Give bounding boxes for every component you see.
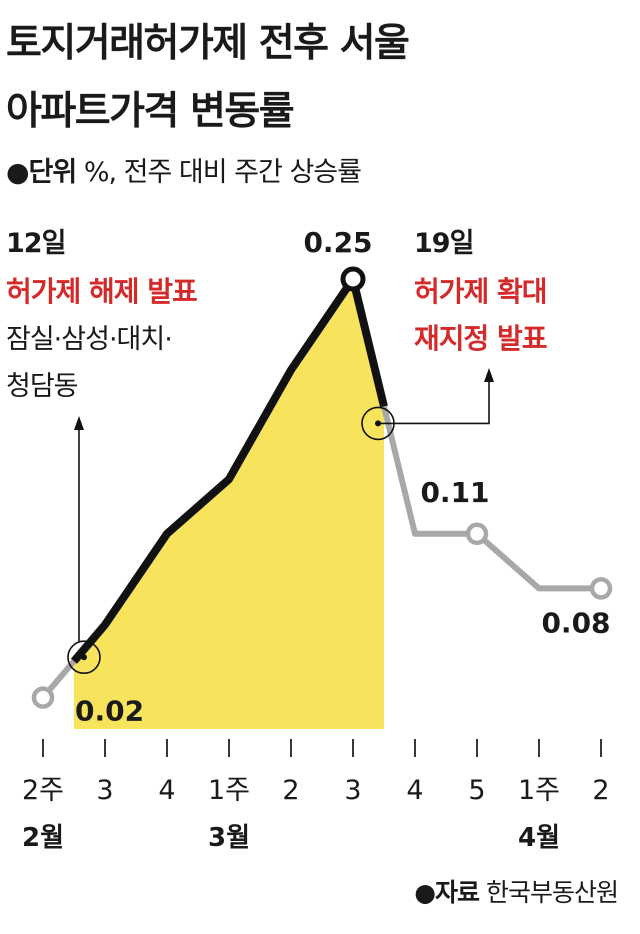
source-note: ●자료 한국부동산원 xyxy=(414,873,619,909)
x-tick-label: 2 xyxy=(282,775,299,806)
unit-text: %, 전주 대비 주간 상승률 xyxy=(76,157,362,188)
source-label: ●자료 xyxy=(414,878,480,907)
data-point-markers xyxy=(31,266,613,709)
x-tick-label: 3 xyxy=(344,775,361,806)
x-axis-ticks xyxy=(42,739,602,757)
month-label: 4월 xyxy=(518,823,560,853)
data-point-marker xyxy=(31,686,55,709)
x-tick-label: 3 xyxy=(96,775,113,806)
x-tick-label: 1주 xyxy=(518,775,560,806)
right-arrow-head xyxy=(484,368,494,382)
x-tick-label: 4 xyxy=(406,775,423,806)
unit-note: ●단위 %, 전주 대비 주간 상승률 xyxy=(6,150,362,189)
right-event-1: 허가제 확대 xyxy=(414,275,547,308)
left-event-ring xyxy=(67,640,101,675)
right-event-2: 재지정 발표 xyxy=(414,322,547,355)
data-value-label: 0.25 xyxy=(303,226,372,259)
month-label: 2월 xyxy=(22,823,64,853)
left-date: 12일 xyxy=(6,228,65,259)
month-labels: 2월 3월 4월 xyxy=(22,823,560,853)
title-line-1: 토지거래허가제 전후 서울 xyxy=(6,21,410,66)
data-value-label: 0.11 xyxy=(420,476,489,509)
left-event: 허가제 해제 발표 xyxy=(6,275,197,308)
data-value-label: 0.08 xyxy=(541,606,610,639)
after-series-line xyxy=(381,405,601,592)
unit-label: ●단위 xyxy=(6,157,77,188)
right-date: 19일 xyxy=(414,228,473,259)
left-event-dot xyxy=(81,654,87,661)
highlight-area xyxy=(74,279,384,729)
right-event-pointer xyxy=(361,368,494,441)
x-tick-label: 4 xyxy=(158,775,175,806)
data-point-marker xyxy=(340,266,366,292)
data-point-marker xyxy=(465,522,489,546)
source-text: 한국부동산원 xyxy=(479,878,619,907)
data-point-marker xyxy=(589,577,613,600)
x-tick-label: 2 xyxy=(592,775,609,806)
x-tick-label: 1주 xyxy=(208,775,250,806)
month-label: 3월 xyxy=(208,823,250,853)
x-tick-label: 2주 xyxy=(22,775,64,806)
left-arrow-head xyxy=(74,416,84,430)
data-value-label: 0.02 xyxy=(75,695,144,728)
x-tick-label: 5 xyxy=(468,775,485,806)
title-line-2: 아파트가격 변동률 xyxy=(6,89,295,134)
left-event-pointer xyxy=(67,416,101,675)
data-value-labels: 0.02 0.25 0.11 0.08 xyxy=(75,226,611,728)
left-detail-2: 청담동 xyxy=(6,371,78,402)
left-detail-1: 잠실·삼성·대치· xyxy=(6,324,172,355)
right-leader-line xyxy=(378,380,490,425)
x-axis-tick-labels: 2주 3 4 1주 2 3 4 5 1주 2 xyxy=(22,775,610,806)
